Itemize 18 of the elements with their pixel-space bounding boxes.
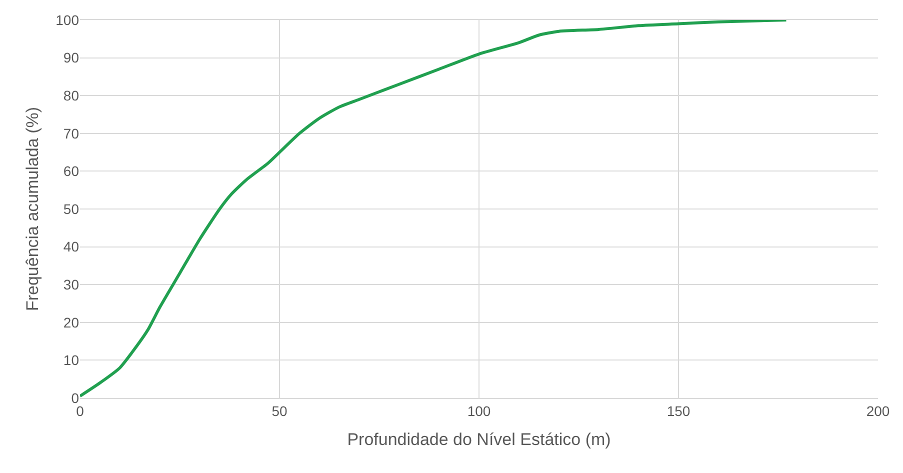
y-tick-label: 40 (63, 238, 80, 255)
x-tick-label: 200 (866, 402, 890, 419)
y-tick-label: 0 (71, 390, 80, 406)
y-tick-label: 50 (63, 200, 80, 217)
y-tick-label: 80 (63, 88, 80, 104)
x-tick-label: 50 (272, 402, 288, 419)
y-tick-label: 10 (63, 352, 80, 368)
x-axis-title: Profundidade do Nível Estático (m) (347, 430, 611, 450)
x-tick-label: 150 (666, 402, 690, 419)
y-tick-label: 20 (63, 314, 80, 330)
y-axis-title: Frequência acumulada (%) (23, 106, 42, 312)
y-tick-label: 90 (63, 50, 80, 66)
x-tick-label: 100 (467, 402, 491, 419)
y-tick-label: 30 (63, 276, 80, 292)
y-tick-label: 100 (56, 12, 80, 28)
y-tick-label: 70 (63, 125, 80, 142)
line-series (80, 20, 788, 398)
y-tick-label: 60 (63, 163, 80, 180)
